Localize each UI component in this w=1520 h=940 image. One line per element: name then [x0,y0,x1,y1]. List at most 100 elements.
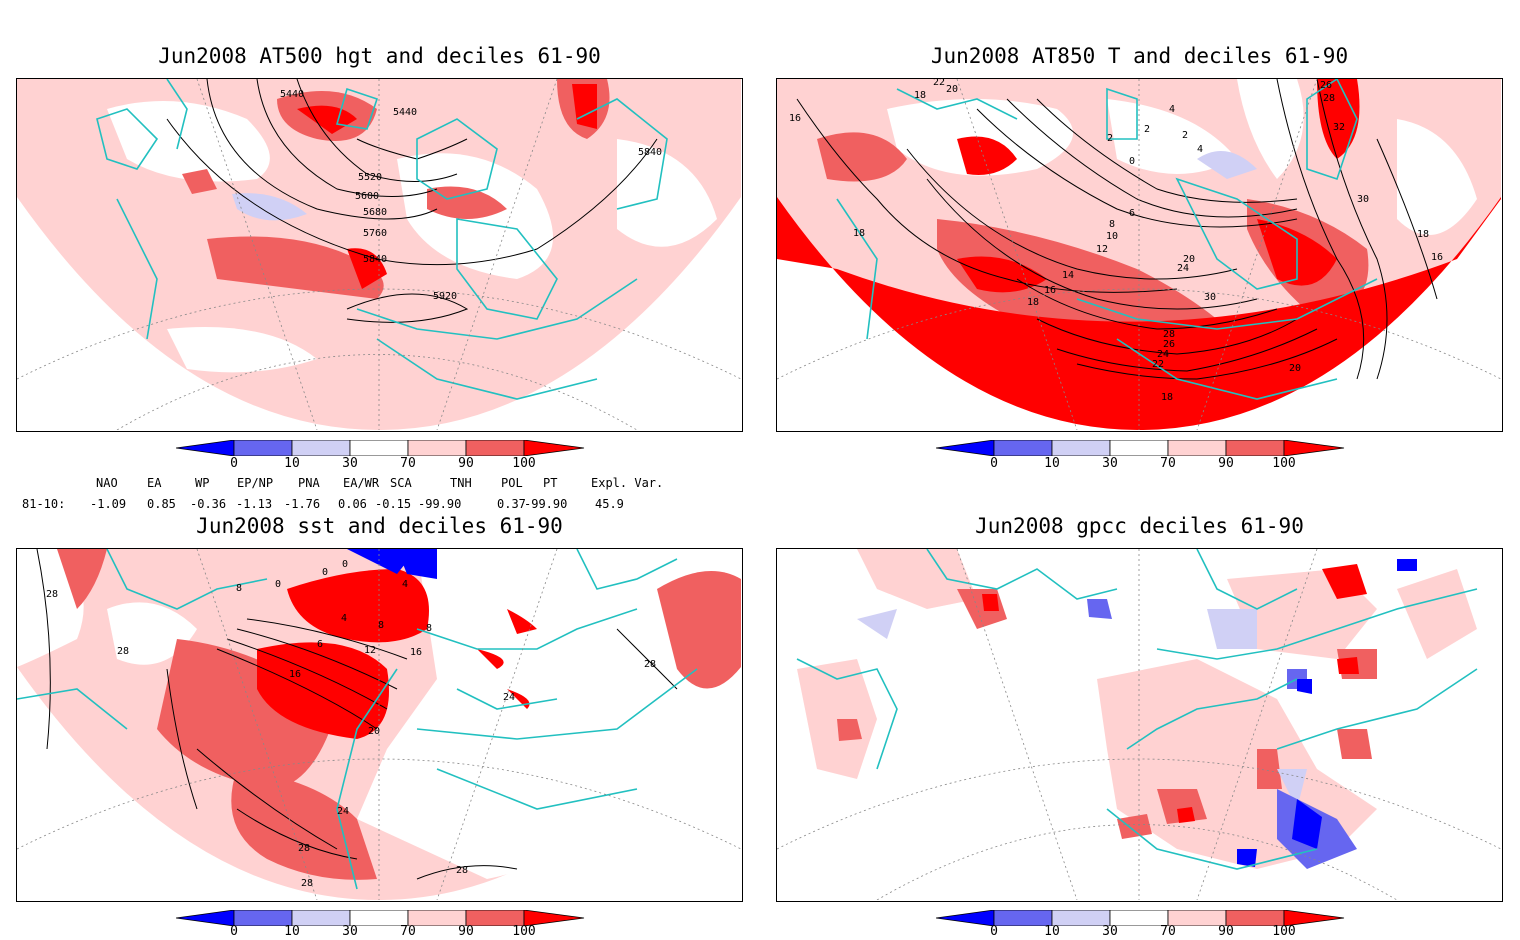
contour-label: 28 [1163,329,1175,340]
contour-label: 4 [341,613,347,624]
contour-label: 5600 [355,191,379,202]
contour-label: 8 [1109,219,1115,230]
colorbar-tick: 90 [1218,456,1234,471]
index-value: 45.9 [595,497,624,511]
contour-label: 18 [853,228,865,239]
contour-label: 4 [402,579,408,590]
contour-label: 0 [1129,156,1135,167]
contour-label: 30 [1204,292,1216,303]
colorbar-tick: 90 [458,924,474,939]
colorbar-tick: 70 [1160,456,1176,471]
contour-label: 12 [364,645,376,656]
index-value: -99.90 [418,497,462,511]
contour-label: 20 [368,726,380,737]
contour-label: 24 [503,692,515,703]
colorbar-ticks-top-right: 0 10 30 70 90 100 [936,456,1346,472]
colorbar-tick: 30 [342,924,358,939]
index-value: -0.36 [190,497,227,511]
contour-label: 28 [1323,93,1335,104]
map-panel-gpcc [776,548,1503,902]
contour-label: 18 [1417,229,1429,240]
colorbar-tick: 70 [400,456,416,471]
contour-label: 22 [1152,359,1164,370]
index-value: -0.15 [375,497,412,511]
contour-label: 5440 [280,89,304,100]
contour-label: 5520 [358,172,382,183]
contour-label: 28 [644,659,656,670]
colorbar-tick: 0 [990,924,998,939]
colorbar-tick: 100 [512,456,536,471]
colorbar-tick: 30 [342,456,358,471]
contour-label: 2 [1107,133,1113,144]
index-header: PNA [298,476,320,490]
colorbar-top-right [935,439,1346,457]
index-value: -1.09 [90,497,127,511]
contour-label: 5440 [393,107,417,118]
index-header: NAO [96,476,118,490]
colorbar-tick: 100 [512,924,536,939]
contour-label: 16 [410,647,422,658]
map-panel-sst: 28 28 8 0 0 0 4 4 8 12 16 8 6 16 20 24 2… [16,548,743,902]
panel-title-t850: Jun2008 AT850 T and deciles 61-90 [930,44,1349,68]
colorbar-tick: 90 [458,456,474,471]
contour-label: 4 [1169,104,1175,115]
contour-label: 8 [378,620,384,631]
contour-label: 26 [1320,80,1332,91]
colorbar-bottom-right [935,909,1346,927]
contour-label: 8 [236,583,242,594]
contour-label: 2 [1144,124,1150,135]
contour-label: 20 [1289,363,1301,374]
contour-label: 28 [456,865,468,876]
contour-label: 5840 [363,254,387,265]
index-value: 0.37 [497,497,526,511]
contour-label: 4 [1197,144,1203,155]
colorbar-tick: 0 [230,456,238,471]
contour-label: 12 [1096,244,1108,255]
colorbar-tick: 90 [1218,924,1234,939]
panel-title-gpcc: Jun2008 gpcc deciles 61-90 [975,514,1304,538]
contour-label: 16 [1044,285,1056,296]
contour-label: 28 [301,878,313,889]
contour-label: 32 [1333,122,1345,133]
contour-label: 30 [1357,194,1369,205]
contour-label: 20 [1183,254,1195,265]
contour-label: 5760 [363,228,387,239]
contour-label: 5680 [363,207,387,218]
panel-title-sst: Jun2008 sst and deciles 61-90 [196,514,563,538]
colorbar-tick: 70 [1160,924,1176,939]
index-header: EA [147,476,162,490]
colorbar-tick: 100 [1272,924,1296,939]
colorbar-tick: 10 [1044,924,1060,939]
index-header: PT [543,476,558,490]
contour-label: 8 [426,623,432,634]
contour-label: 26 [1163,339,1175,350]
colorbar-tick: 0 [230,924,238,939]
contour-label: 28 [117,646,129,657]
colorbar-bottom-left [175,909,586,927]
index-header: Expl. Var. [591,476,664,490]
contour-label: 0 [322,567,328,578]
index-header: WP [195,476,210,490]
index-value: -1.76 [284,497,321,511]
index-header: EA/WR [343,476,380,490]
contour-label: 28 [46,589,58,600]
colorbar-tick: 100 [1272,456,1296,471]
contour-label: 2 [1182,130,1188,141]
contour-label: 5840 [638,147,662,158]
index-row-label: 81-10: [22,497,66,511]
contour-label: 18 [914,90,926,101]
contour-label: 6 [317,639,323,650]
map-panel-hgt500: 5440 5440 5520 5600 5680 5760 5840 5840 … [16,78,743,432]
panel-title-hgt500: Jun2008 AT500 hgt and deciles 61-90 [158,44,601,68]
index-header: EP/NP [237,476,274,490]
contour-label: 5920 [433,291,457,302]
contour-label: 16 [1431,252,1443,263]
contour-label: 0 [275,579,281,590]
map-panel-t850: 22 20 18 16 4 2 2 2 4 0 6 8 10 12 14 16 … [776,78,1503,432]
contour-label: 16 [289,669,301,680]
contour-label: 14 [1062,270,1074,281]
contour-label: 18 [1027,297,1039,308]
index-value: 0.06 [338,497,367,511]
contour-label: 18 [1161,392,1173,403]
colorbar-ticks-top-left: 0 10 30 70 90 100 [176,456,586,472]
